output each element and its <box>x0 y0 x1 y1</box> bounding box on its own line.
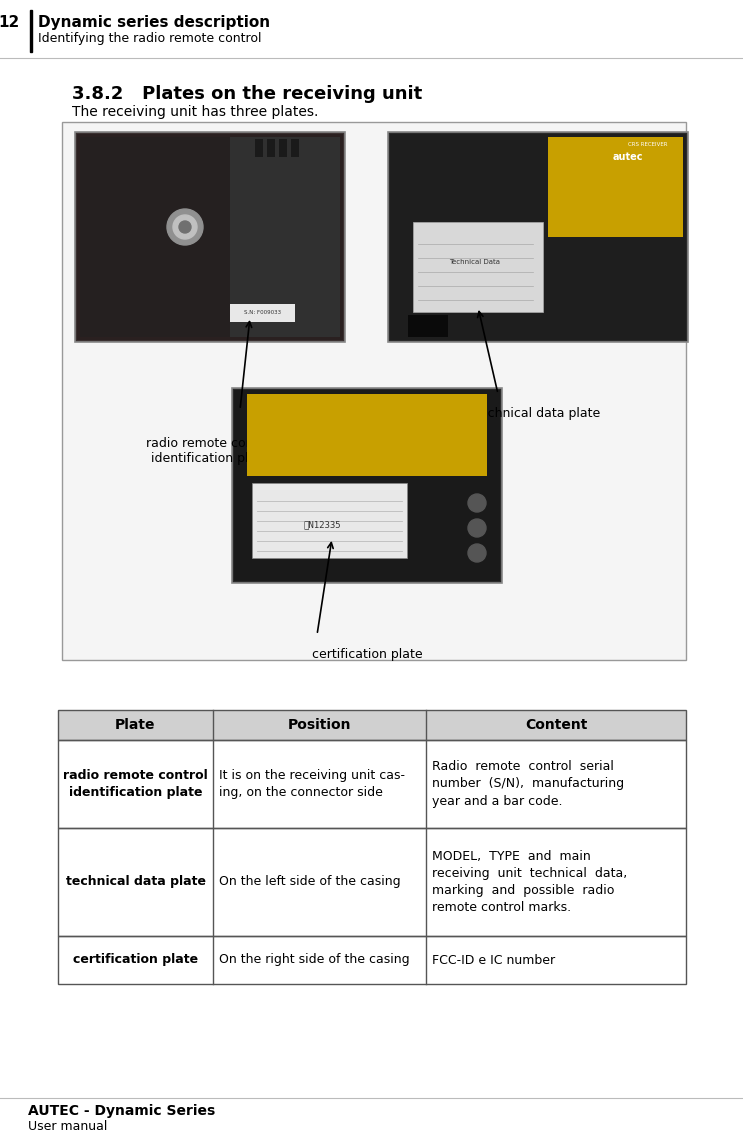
Bar <box>388 132 688 342</box>
Bar <box>58 935 686 984</box>
Text: radio remote control
identification plate: radio remote control identification plat… <box>146 437 274 465</box>
Bar <box>80 137 235 337</box>
Text: MODEL,  TYPE  and  main
receiving  unit  technical  data,
marking  and  possible: MODEL, TYPE and main receiving unit tech… <box>432 850 627 914</box>
Text: ⒸN12335: ⒸN12335 <box>303 521 341 529</box>
Text: Technical Data: Technical Data <box>450 259 501 264</box>
Bar <box>234 390 500 581</box>
Text: autec: autec <box>613 152 643 161</box>
Text: Radio  remote  control  serial
number  (S/N),  manufacturing
year and a bar code: Radio remote control serial number (S/N)… <box>432 760 624 807</box>
Bar <box>267 139 275 157</box>
Text: User manual: User manual <box>28 1120 108 1134</box>
Text: On the left side of the casing: On the left side of the casing <box>219 876 400 889</box>
Bar <box>58 828 686 935</box>
Bar <box>58 710 686 740</box>
Bar <box>62 123 686 660</box>
Text: 3.8.2   Plates on the receiving unit: 3.8.2 Plates on the receiving unit <box>72 85 422 103</box>
Text: On the right side of the casing: On the right side of the casing <box>219 954 409 966</box>
Bar <box>413 222 543 311</box>
Text: technical data plate: technical data plate <box>476 406 600 420</box>
Text: Plate: Plate <box>115 718 156 732</box>
Text: certification plate: certification plate <box>311 648 422 661</box>
Bar <box>247 394 487 476</box>
Text: technical data plate: technical data plate <box>65 876 206 889</box>
Text: AUTEC - Dynamic Series: AUTEC - Dynamic Series <box>28 1104 215 1118</box>
Text: S.N: F009033: S.N: F009033 <box>244 310 282 316</box>
Bar <box>77 134 343 340</box>
Circle shape <box>468 493 486 512</box>
Circle shape <box>173 215 197 239</box>
Bar <box>58 710 686 740</box>
Text: Position: Position <box>288 718 351 732</box>
Text: Dynamic series description: Dynamic series description <box>38 15 270 30</box>
Bar <box>58 740 686 828</box>
Text: The receiving unit has three plates.: The receiving unit has three plates. <box>72 105 318 119</box>
Text: radio remote control
identification plate: radio remote control identification plat… <box>63 769 208 799</box>
Text: Content: Content <box>525 718 587 732</box>
Bar <box>230 305 295 322</box>
Circle shape <box>468 544 486 562</box>
Bar <box>279 139 287 157</box>
Bar <box>75 132 345 342</box>
Bar <box>232 388 502 583</box>
Text: FCC-ID e IC number: FCC-ID e IC number <box>432 954 555 966</box>
Text: It is on the receiving unit cas-
ing, on the connector side: It is on the receiving unit cas- ing, on… <box>219 769 405 799</box>
Text: CRS RECEIVER: CRS RECEIVER <box>629 142 668 147</box>
Bar <box>230 137 340 337</box>
Text: 12: 12 <box>0 15 20 30</box>
Circle shape <box>468 519 486 537</box>
Text: Identifying the radio remote control: Identifying the radio remote control <box>38 32 262 45</box>
Bar <box>408 315 448 337</box>
Text: certification plate: certification plate <box>73 954 198 966</box>
Bar <box>548 137 683 237</box>
Bar <box>390 134 686 340</box>
Bar <box>252 483 407 558</box>
Bar <box>291 139 299 157</box>
Circle shape <box>167 210 203 245</box>
Bar <box>255 139 263 157</box>
Bar <box>30 10 32 52</box>
Circle shape <box>179 221 191 232</box>
